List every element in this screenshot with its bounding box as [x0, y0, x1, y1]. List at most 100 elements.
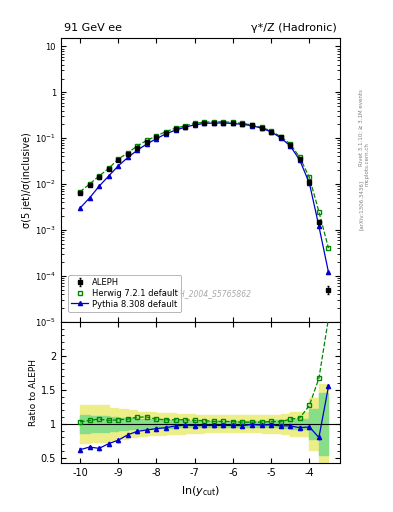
Text: γ*/Z (Hadronic): γ*/Z (Hadronic) [252, 23, 337, 33]
Line: Pythia 8.308 default: Pythia 8.308 default [78, 121, 331, 274]
Bar [223, 421, 233, 426]
Pythia 8.308 default [298, 157, 302, 163]
Pythia 8.308 default [231, 120, 235, 126]
Bar [147, 412, 156, 435]
Bar [176, 420, 185, 428]
X-axis label: $\ln(y_{\rm cut})$: $\ln(y_{\rm cut})$ [181, 484, 220, 498]
Pythia 8.308 default [183, 124, 187, 130]
Bar [214, 415, 223, 432]
Bar [80, 415, 90, 433]
Bar [242, 415, 252, 432]
Bar [252, 421, 262, 426]
Bar [195, 421, 204, 426]
Bar [290, 412, 300, 436]
Bar [233, 421, 242, 426]
Bar [166, 413, 176, 434]
Bar [262, 421, 271, 427]
Pythia 8.308 default [125, 155, 130, 161]
Pythia 8.308 default [317, 223, 321, 229]
Bar [138, 412, 147, 436]
Herwig 7.2.1 default [307, 174, 312, 180]
Herwig 7.2.1 default [231, 119, 235, 125]
Line: Herwig 7.2.1 default: Herwig 7.2.1 default [77, 119, 331, 251]
Bar [109, 417, 118, 431]
Herwig 7.2.1 default [326, 245, 331, 251]
Y-axis label: Ratio to ALEPH: Ratio to ALEPH [29, 359, 38, 426]
Bar [223, 415, 233, 432]
Bar [156, 420, 166, 428]
Herwig 7.2.1 default [317, 208, 321, 215]
Herwig 7.2.1 default [250, 122, 254, 128]
Herwig 7.2.1 default [269, 128, 274, 134]
Bar [128, 418, 138, 429]
Pythia 8.308 default [307, 180, 312, 186]
Text: ALEPH_2004_S5765862: ALEPH_2004_S5765862 [160, 289, 252, 298]
Legend: ALEPH, Herwig 7.2.1 default, Pythia 8.308 default: ALEPH, Herwig 7.2.1 default, Pythia 8.30… [68, 275, 181, 312]
Herwig 7.2.1 default [145, 137, 149, 143]
Bar [233, 415, 242, 432]
Herwig 7.2.1 default [288, 141, 293, 147]
Text: [arXiv:1306.3436]: [arXiv:1306.3436] [359, 180, 364, 230]
Herwig 7.2.1 default [192, 120, 197, 126]
Pythia 8.308 default [107, 173, 111, 179]
Herwig 7.2.1 default [173, 125, 178, 131]
Herwig 7.2.1 default [154, 133, 159, 139]
Bar [319, 393, 329, 455]
Text: Rivet 3.1.10; ≥ 3.1M events: Rivet 3.1.10; ≥ 3.1M events [359, 90, 364, 166]
Herwig 7.2.1 default [97, 173, 101, 179]
Pythia 8.308 default [259, 125, 264, 131]
Pythia 8.308 default [97, 183, 101, 189]
Bar [109, 408, 118, 440]
Herwig 7.2.1 default [221, 119, 226, 125]
Bar [195, 415, 204, 433]
Herwig 7.2.1 default [183, 122, 187, 129]
Pythia 8.308 default [269, 129, 274, 135]
Pythia 8.308 default [278, 135, 283, 141]
Pythia 8.308 default [154, 136, 159, 142]
Herwig 7.2.1 default [87, 181, 92, 187]
Bar [156, 413, 166, 435]
Bar [290, 419, 300, 429]
Pythia 8.308 default [240, 121, 245, 127]
Text: mcplots.cern.ch: mcplots.cern.ch [365, 142, 370, 186]
Bar [252, 415, 262, 432]
Bar [185, 414, 195, 433]
Bar [99, 406, 109, 442]
Bar [204, 415, 214, 432]
Bar [147, 419, 156, 428]
Herwig 7.2.1 default [259, 124, 264, 131]
Pythia 8.308 default [250, 122, 254, 129]
Pythia 8.308 default [173, 127, 178, 133]
Bar [262, 415, 271, 433]
Bar [319, 385, 329, 463]
Herwig 7.2.1 default [107, 165, 111, 172]
Herwig 7.2.1 default [163, 129, 168, 135]
Bar [309, 398, 319, 450]
Bar [204, 421, 214, 426]
Herwig 7.2.1 default [202, 119, 207, 125]
Bar [300, 419, 309, 429]
Bar [90, 416, 99, 432]
Bar [90, 406, 99, 442]
Pythia 8.308 default [135, 147, 140, 153]
Bar [242, 421, 252, 426]
Bar [176, 414, 185, 434]
Herwig 7.2.1 default [116, 156, 121, 162]
Herwig 7.2.1 default [135, 143, 140, 149]
Pythia 8.308 default [211, 120, 216, 126]
Bar [138, 419, 147, 429]
Bar [166, 420, 176, 428]
Bar [281, 414, 290, 434]
Bar [118, 418, 128, 430]
Bar [271, 420, 281, 428]
Bar [185, 421, 195, 427]
Herwig 7.2.1 default [278, 134, 283, 140]
Pythia 8.308 default [116, 163, 121, 169]
Pythia 8.308 default [288, 143, 293, 149]
Bar [128, 410, 138, 437]
Bar [99, 416, 109, 432]
Bar [309, 409, 319, 439]
Pythia 8.308 default [78, 205, 83, 211]
Pythia 8.308 default [145, 141, 149, 147]
Bar [80, 405, 90, 443]
